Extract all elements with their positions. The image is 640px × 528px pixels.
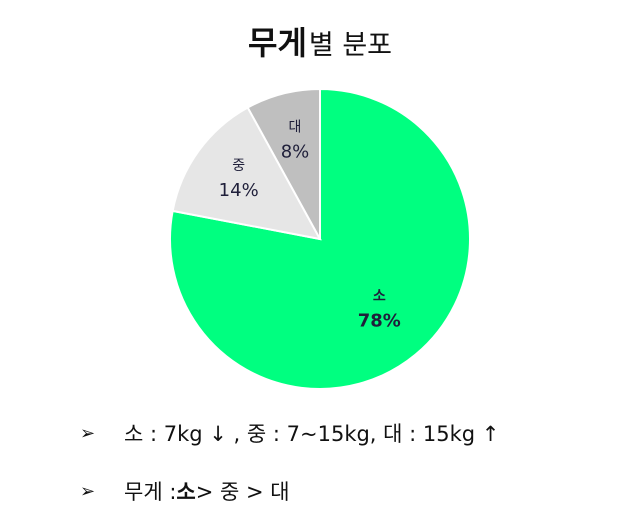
- slice-value-1: 14%: [219, 180, 259, 201]
- arrow-bullet-icon: ➢: [80, 422, 96, 444]
- chart-title: 무게별 분포: [0, 18, 640, 64]
- pie-slice-0: [169, 87, 471, 390]
- slice-value-2: 8%: [281, 142, 310, 163]
- arrow-bullet-icon: ➢: [80, 480, 96, 502]
- chart-title-rest: 별 분포: [308, 30, 392, 61]
- order-strong: 소: [176, 480, 196, 504]
- legend-note-sizes: ➢ 소 : 7kg ↓ , 중 : 7~15kg, 대 : 15kg ↑: [80, 418, 499, 448]
- slice-label-0: 소: [373, 289, 386, 305]
- pie-slice-2: [246, 87, 321, 240]
- legend-note-order: ➢ 무게 : 소 > 중 > 대: [80, 476, 290, 506]
- slice-label-2: 대: [289, 120, 302, 136]
- slice-value-0: 78%: [358, 311, 401, 332]
- chart-title-bold: 무게: [248, 24, 307, 62]
- size-ranges-text: 소 : 7kg ↓ , 중 : 7~15kg, 대 : 15kg ↑: [124, 422, 500, 446]
- order-suffix: > 중 > 대: [195, 480, 290, 504]
- order-prefix: 무게 :: [124, 480, 177, 504]
- pie-chart: 소 78% 중 14% 대 8%: [169, 87, 471, 390]
- pie-slice-1: [171, 106, 322, 241]
- slice-label-1: 중: [232, 158, 245, 174]
